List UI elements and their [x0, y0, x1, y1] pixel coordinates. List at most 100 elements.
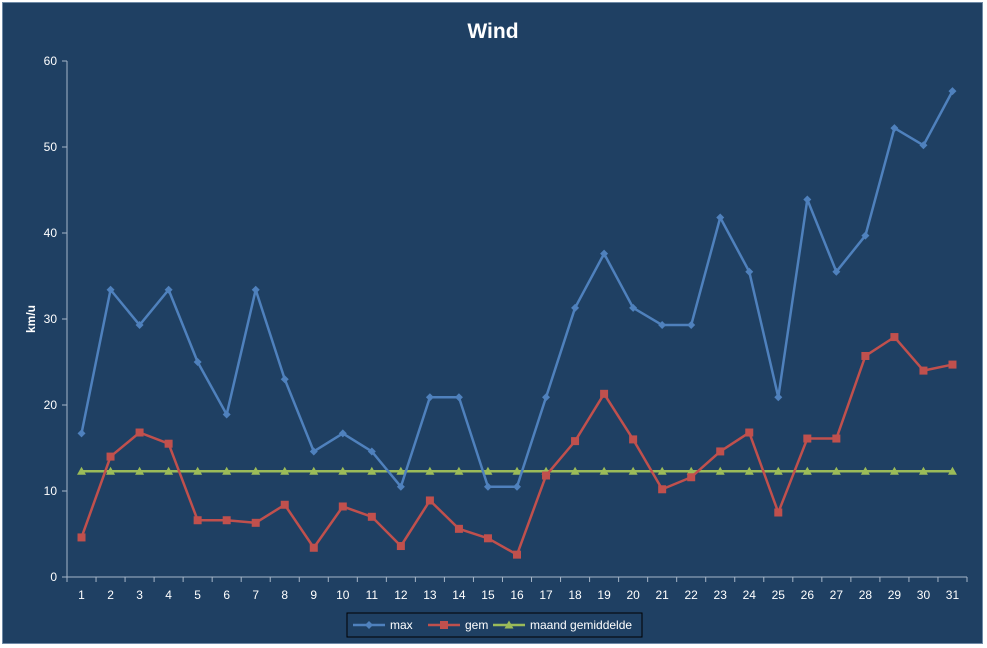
x-tick-label: 17	[539, 588, 553, 602]
x-tick-label: 12	[394, 588, 408, 602]
data-point-gem	[193, 516, 202, 525]
data-point-gem	[367, 512, 376, 521]
data-point-max	[542, 393, 551, 402]
data-point-max	[832, 267, 841, 276]
data-point-maand-gemiddelde	[686, 466, 696, 475]
data-point-gem	[251, 518, 260, 527]
data-point-maand-gemiddelde	[106, 466, 116, 475]
x-tick-label: 2	[107, 588, 114, 602]
data-point-gem	[454, 524, 463, 533]
x-tick-label: 26	[801, 588, 815, 602]
data-point-gem	[483, 534, 492, 543]
x-tick-label: 3	[136, 588, 143, 602]
data-point-gem	[919, 366, 928, 375]
x-tick-label: 25	[772, 588, 786, 602]
x-tick-label: 23	[714, 588, 728, 602]
x-tick-label: 13	[423, 588, 437, 602]
data-point-max	[571, 303, 580, 312]
data-point-gem	[774, 508, 783, 517]
legend-entry-maand-gemiddelde: maand gemiddelde	[493, 618, 632, 632]
data-point-maand-gemiddelde	[860, 466, 870, 475]
data-point-gem	[542, 471, 551, 480]
data-point-gem	[629, 435, 638, 444]
data-point-maand-gemiddelde	[657, 466, 667, 475]
data-point-max	[513, 482, 521, 491]
data-point-maand-gemiddelde	[425, 466, 435, 475]
legend-label: gem	[465, 618, 488, 632]
legend-swatch-marker	[504, 620, 514, 629]
x-tick-label: 27	[830, 588, 844, 602]
data-point-gem	[164, 439, 173, 448]
data-point-gem	[687, 473, 696, 482]
data-point-gem	[77, 533, 86, 542]
legend-swatch-marker	[365, 621, 373, 629]
data-point-max	[803, 195, 812, 204]
data-point-max	[658, 321, 667, 330]
data-point-maand-gemiddelde	[164, 466, 174, 475]
data-point-max	[774, 393, 783, 402]
data-point-max	[745, 267, 754, 276]
legend-label: max	[390, 618, 413, 632]
data-point-maand-gemiddelde	[802, 466, 812, 475]
data-point-gem	[803, 434, 812, 443]
data-point-gem	[745, 428, 754, 437]
series-gem	[77, 333, 957, 559]
y-tick-label: 40	[44, 226, 58, 240]
y-tick-label: 50	[44, 140, 58, 154]
data-point-gem	[600, 389, 609, 398]
legend-entry-gem: gem	[428, 618, 488, 632]
x-tick-label: 20	[626, 588, 640, 602]
x-tick-label: 24	[743, 588, 757, 602]
data-point-maand-gemiddelde	[222, 466, 232, 475]
data-point-maand-gemiddelde	[831, 466, 841, 475]
data-point-gem	[338, 502, 347, 511]
x-tick-label: 19	[597, 588, 611, 602]
data-point-max	[309, 447, 318, 456]
data-point-maand-gemiddelde	[77, 466, 87, 475]
data-point-gem	[571, 437, 580, 446]
x-tick-label: 14	[452, 588, 466, 602]
data-point-maand-gemiddelde	[918, 466, 928, 475]
x-tick-label: 29	[888, 588, 902, 602]
data-point-maand-gemiddelde	[947, 466, 957, 475]
x-tick-label: 30	[917, 588, 931, 602]
x-tick-label: 10	[336, 588, 350, 602]
data-point-gem	[280, 500, 289, 509]
x-tick-label: 16	[510, 588, 524, 602]
data-point-maand-gemiddelde	[744, 466, 754, 475]
data-point-gem	[513, 550, 521, 559]
data-point-maand-gemiddelde	[570, 466, 580, 475]
x-tick-label: 7	[252, 588, 259, 602]
data-point-max	[106, 285, 115, 294]
y-tick-label: 30	[44, 312, 58, 326]
series-layer	[77, 87, 957, 559]
data-point-max	[425, 393, 434, 402]
legend-entry-max: max	[353, 618, 413, 632]
legend-label: maand gemiddelde	[530, 618, 632, 632]
data-point-maand-gemiddelde	[251, 466, 261, 475]
data-point-gem	[396, 542, 405, 551]
data-point-max	[948, 87, 957, 96]
data-point-maand-gemiddelde	[512, 466, 522, 475]
data-point-maand-gemiddelde	[483, 466, 493, 475]
data-point-gem	[425, 496, 434, 505]
y-axis-label: km/u	[24, 305, 38, 333]
data-point-maand-gemiddelde	[193, 466, 203, 475]
data-point-maand-gemiddelde	[367, 466, 377, 475]
data-point-gem	[716, 447, 725, 456]
data-point-max	[164, 285, 173, 294]
data-point-maand-gemiddelde	[280, 466, 290, 475]
data-point-max	[193, 358, 202, 366]
data-point-max	[716, 213, 725, 222]
x-tick-label: 28	[859, 588, 873, 602]
data-point-max	[919, 141, 928, 150]
y-tick-label: 60	[44, 54, 58, 68]
data-point-maand-gemiddelde	[454, 466, 464, 475]
y-tick-label: 20	[44, 398, 58, 412]
legend-box	[346, 612, 643, 638]
x-tick-label: 6	[223, 588, 230, 602]
y-tick-label: 0	[50, 570, 57, 584]
